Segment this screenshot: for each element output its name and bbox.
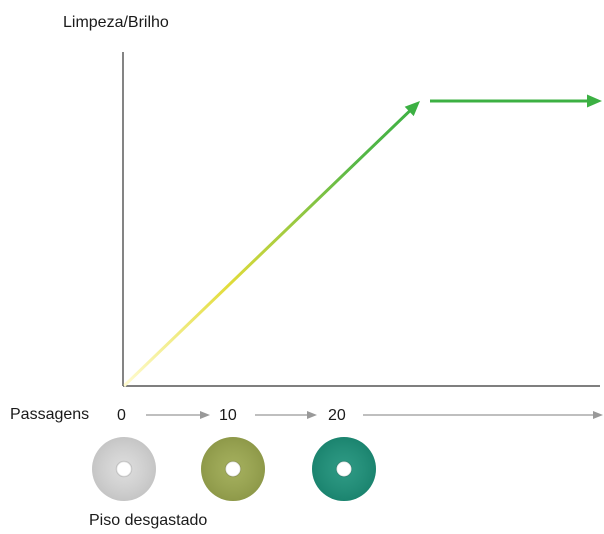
x-tick-20: 20 [328, 407, 346, 424]
series-line-rising [123, 109, 411, 387]
white-floor-pad-icon [92, 437, 156, 501]
y-axis-label: Limpeza/Brilho [63, 14, 169, 31]
x-tick-0: 0 [117, 407, 126, 424]
pass-arrow-20-end-head [593, 411, 603, 419]
footnote: Piso desgastado [89, 512, 208, 529]
x-axis-label: Passagens [10, 406, 90, 423]
pass-arrow-10-20-head [307, 411, 317, 419]
olive-floor-pad-icon [201, 437, 265, 501]
series-arrowhead-flat [587, 94, 602, 108]
series-arrowhead-rising [404, 101, 420, 117]
series-layer [123, 94, 602, 387]
pass-arrow-0-10-head [200, 411, 210, 419]
x-tick-10: 10 [219, 407, 237, 424]
teal-floor-pad-icon [312, 437, 376, 501]
passes-arrows [146, 411, 603, 419]
pads-layer [92, 437, 376, 501]
